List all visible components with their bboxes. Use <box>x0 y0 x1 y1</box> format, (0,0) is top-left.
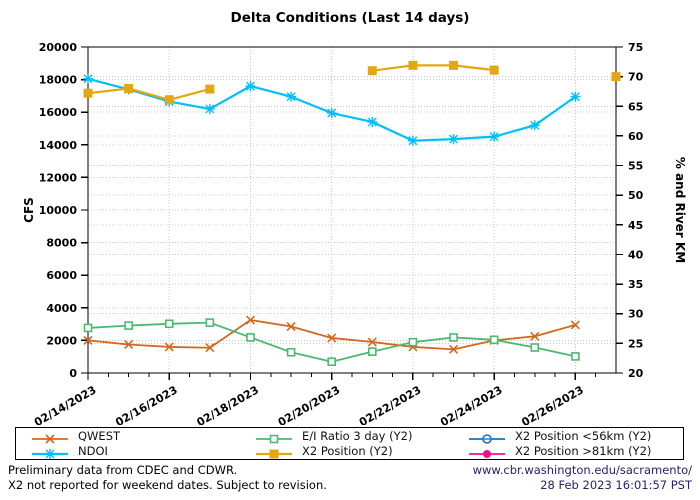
qwest-line-marker-icon <box>30 430 70 444</box>
ndoi-line-marker-icon <box>30 445 70 460</box>
svg-text:02/16/2023: 02/16/2023 <box>113 383 179 425</box>
x-axis-ticks: 02/14/2023 02/16/2023 02/18/2023 02/20/2023… <box>32 373 597 425</box>
svg-text:40: 40 <box>628 248 644 261</box>
y2-axis-ticks: 20 25 30 35 40 45 50 55 60 65 70 75 <box>616 41 644 380</box>
svg-text:12000: 12000 <box>39 171 78 184</box>
svg-text:25: 25 <box>628 337 643 350</box>
gridlines <box>88 47 616 373</box>
svg-text:14000: 14000 <box>39 139 78 152</box>
svg-text:60: 60 <box>628 130 644 143</box>
y2-axis-title: % and River KM <box>673 157 687 263</box>
y1-axis-title: CFS <box>22 197 36 223</box>
svg-text:02/22/2023: 02/22/2023 <box>357 383 423 425</box>
svg-text:02/24/2023: 02/24/2023 <box>438 383 504 425</box>
svg-text:20: 20 <box>628 367 644 380</box>
svg-text:6000: 6000 <box>46 269 77 282</box>
svg-text:02/20/2023: 02/20/2023 <box>276 383 342 425</box>
footer-notes: Preliminary data from CDEC and CDWR. X2 … <box>8 463 327 492</box>
legend-label: E/I Ratio 3 day (Y2) <box>302 428 413 443</box>
legend-item-qwest: QWEST <box>30 428 254 444</box>
svg-text:35: 35 <box>628 278 643 291</box>
legend-label: X2 Position >81km (Y2) <box>515 444 652 459</box>
svg-text:55: 55 <box>628 160 643 173</box>
svg-text:02/26/2023: 02/26/2023 <box>519 383 585 425</box>
svg-text:45: 45 <box>628 219 643 232</box>
svg-text:70: 70 <box>628 71 644 84</box>
legend-label: X2 Position (Y2) <box>302 444 393 459</box>
legend-label: NDOI <box>78 444 108 459</box>
y1-axis-ticks: 0 2000 4000 6000 8000 10000 12000 14000 16000 180… <box>39 41 88 380</box>
svg-text:0: 0 <box>69 367 77 380</box>
legend-item-ndoi: NDOI <box>30 444 254 460</box>
series-e-i-ratio-3-day-y2 <box>83 318 580 367</box>
legend-item-ei-ratio: E/I Ratio 3 day (Y2) <box>254 428 467 444</box>
footer-timestamp: 28 Feb 2023 16:01:57 PST <box>540 477 692 492</box>
legend-label: X2 Position <56km (Y2) <box>515 428 652 443</box>
svg-text:30: 30 <box>628 308 644 321</box>
chart-footer: Preliminary data from CDEC and CDWR. X2 … <box>0 463 700 492</box>
legend-item-x2-lt56: X2 Position <56km (Y2) <box>467 428 683 444</box>
legend-item-x2-position: X2 Position (Y2) <box>254 444 467 459</box>
chart-title: Delta Conditions (Last 14 days) <box>230 10 470 26</box>
series-x2-position-y2 <box>83 60 621 105</box>
delta-conditions-chart: 0 2000 4000 6000 8000 10000 12000 14000 16000 180… <box>22 41 687 425</box>
footer-note-line2: X2 not reported for weekend dates. Subje… <box>8 477 327 492</box>
ei-ratio-line-marker-icon <box>254 430 294 444</box>
footer-note-line1: Preliminary data from CDEC and CDWR. <box>8 463 238 477</box>
svg-text:50: 50 <box>628 189 644 202</box>
x2-gt81-line-marker-icon <box>467 445 507 459</box>
footer-source: www.cbr.washington.edu/sacramento/ 28 Fe… <box>473 463 692 492</box>
x2-position-line-marker-icon <box>254 445 294 459</box>
legend-label: QWEST <box>78 428 121 443</box>
svg-text:8000: 8000 <box>46 237 77 250</box>
svg-text:02/18/2023: 02/18/2023 <box>194 383 260 425</box>
svg-text:02/14/2023: 02/14/2023 <box>32 383 98 425</box>
svg-text:10000: 10000 <box>39 204 78 217</box>
footer-url: www.cbr.washington.edu/sacramento/ <box>472 463 692 477</box>
svg-text:2000: 2000 <box>46 334 77 347</box>
svg-text:75: 75 <box>628 41 643 54</box>
svg-text:16000: 16000 <box>39 106 78 119</box>
svg-text:18000: 18000 <box>39 74 78 87</box>
x2-lt56-line-marker-icon <box>467 430 507 444</box>
svg-text:4000: 4000 <box>46 302 77 315</box>
legend-item-x2-gt81: X2 Position >81km (Y2) <box>467 444 683 459</box>
svg-text:65: 65 <box>628 100 643 113</box>
svg-text:20000: 20000 <box>39 41 78 54</box>
chart-legend: QWEST NDOI E/I Ratio 3 day (Y2) X2 Posit… <box>15 427 684 460</box>
